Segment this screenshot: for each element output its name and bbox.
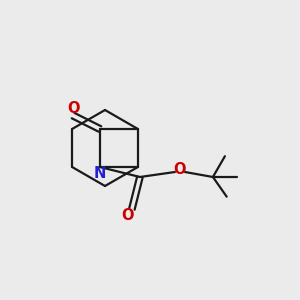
Text: O: O (67, 101, 79, 116)
Text: N: N (94, 166, 106, 181)
Text: O: O (122, 208, 134, 224)
Text: O: O (174, 161, 186, 176)
